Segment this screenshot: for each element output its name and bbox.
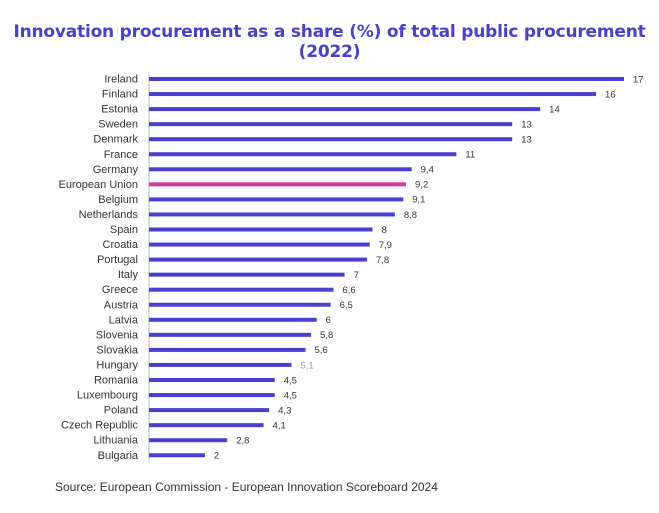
category-label-hungary: Hungary xyxy=(96,359,138,371)
category-label-france: France xyxy=(104,149,138,161)
value-label-czech-republic: 4,1 xyxy=(273,420,286,431)
bar-slovakia xyxy=(149,347,306,352)
bar-european-union xyxy=(149,182,407,187)
bar-ireland xyxy=(149,77,624,81)
category-label-lithuania: Lithuania xyxy=(93,435,139,447)
bar-romania xyxy=(149,378,275,382)
bar-germany xyxy=(149,167,412,172)
category-label-germany: Germany xyxy=(93,164,139,176)
source-note: Source: European Commission - European I… xyxy=(55,480,438,494)
value-label-hungary: 5,1 xyxy=(301,360,314,371)
bar-netherlands xyxy=(149,212,395,217)
value-label-ireland: 17 xyxy=(633,74,644,85)
bar-luxembourg xyxy=(149,393,275,398)
bar-france xyxy=(149,152,457,157)
value-label-netherlands: 8,8 xyxy=(404,210,417,221)
value-label-croatia: 7,9 xyxy=(379,240,392,251)
value-label-slovakia: 5,6 xyxy=(314,345,327,356)
bar-czech-republic xyxy=(149,423,264,428)
value-label-european-union: 9,2 xyxy=(415,180,428,191)
category-label-bulgaria: Bulgaria xyxy=(98,450,139,462)
category-label-sweden: Sweden xyxy=(98,119,138,131)
bar-italy xyxy=(149,272,345,277)
category-label-poland: Poland xyxy=(104,405,138,417)
category-label-ireland: Ireland xyxy=(104,74,138,86)
bar-slovenia xyxy=(149,332,312,337)
value-label-spain: 8 xyxy=(382,225,387,236)
value-label-belgium: 9,1 xyxy=(412,195,425,206)
bar-finland xyxy=(149,92,597,97)
value-label-germany: 9,4 xyxy=(421,165,434,176)
category-label-romania: Romania xyxy=(94,375,139,387)
category-label-estonia: Estonia xyxy=(101,104,139,116)
value-label-slovenia: 5,8 xyxy=(320,330,333,341)
category-label-finland: Finland xyxy=(102,89,138,101)
category-label-italy: Italy xyxy=(118,269,139,281)
category-label-netherlands: Netherlands xyxy=(79,209,139,221)
bar-greece xyxy=(149,287,334,292)
value-label-greece: 6,6 xyxy=(342,285,355,296)
category-label-belgium: Belgium xyxy=(98,194,138,206)
value-label-estonia: 14 xyxy=(549,104,560,115)
category-label-slovakia: Slovakia xyxy=(96,344,138,356)
value-label-latvia: 6 xyxy=(326,315,331,326)
category-label-greece: Greece xyxy=(102,284,138,296)
bar-denmark xyxy=(149,137,513,142)
bar-austria xyxy=(149,302,331,307)
bar-portugal xyxy=(149,257,367,262)
bar-croatia xyxy=(149,242,370,247)
category-label-latvia: Latvia xyxy=(109,314,139,326)
value-label-finland: 16 xyxy=(605,89,616,100)
value-label-romania: 4,5 xyxy=(284,375,297,386)
bar-spain xyxy=(149,227,373,232)
value-label-italy: 7 xyxy=(354,270,359,281)
value-label-luxembourg: 4,5 xyxy=(284,390,297,401)
bar-lithuania xyxy=(149,438,228,443)
category-label-austria: Austria xyxy=(104,299,139,311)
category-label-slovenia: Slovenia xyxy=(96,329,139,341)
bar-poland xyxy=(149,408,270,413)
category-label-denmark: Denmark xyxy=(93,134,138,146)
category-label-czech-republic: Czech Republic xyxy=(61,420,139,432)
value-label-austria: 6,5 xyxy=(340,300,353,311)
bar-bulgaria xyxy=(149,453,205,458)
category-label-croatia: Croatia xyxy=(103,239,139,251)
bar-estonia xyxy=(149,107,541,112)
value-label-poland: 4,3 xyxy=(278,405,291,416)
bar-sweden xyxy=(149,122,513,127)
value-label-bulgaria: 2 xyxy=(214,451,219,462)
bar-latvia xyxy=(149,317,317,322)
value-label-portugal: 7,8 xyxy=(376,255,389,266)
value-label-lithuania: 2,8 xyxy=(236,436,249,447)
bar-hungary xyxy=(149,362,292,367)
category-label-luxembourg: Luxembourg xyxy=(77,390,138,402)
bar-belgium xyxy=(149,197,404,202)
value-label-france: 11 xyxy=(465,150,475,161)
category-label-spain: Spain xyxy=(110,224,138,236)
chart-title: Innovation procurement as a share (%) of… xyxy=(13,22,646,62)
value-label-denmark: 13 xyxy=(521,135,532,146)
category-label-european-union: European Union xyxy=(58,179,138,191)
value-label-sweden: 13 xyxy=(521,119,532,130)
category-label-portugal: Portugal xyxy=(97,254,138,266)
